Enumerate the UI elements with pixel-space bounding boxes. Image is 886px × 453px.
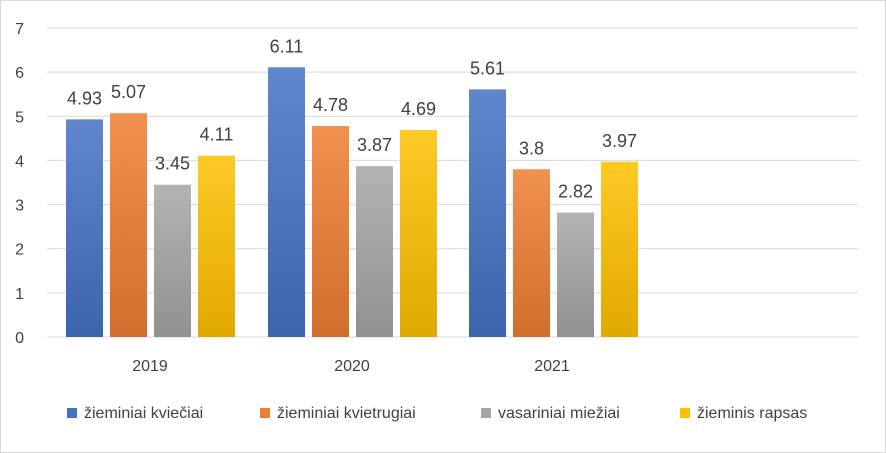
legend-label: žieminiai kviečiai — [84, 405, 203, 422]
bar-2019-series-4 — [198, 155, 235, 337]
data-label: 3.97 — [602, 131, 637, 151]
y-tick-label: 4 — [15, 153, 24, 170]
data-label: 3.45 — [155, 154, 190, 174]
data-labels: 4.93 5.07 3.45 4.11 6.11 4.78 3.87 4.69 5.61 3.8 2… — [67, 36, 637, 201]
legend-swatch — [680, 408, 690, 418]
legend-label: žieminiai kvietrugiai — [277, 405, 416, 422]
x-tick-label: 2020 — [334, 358, 370, 375]
data-label: 4.11 — [200, 125, 234, 145]
legend-label: vasariniai miežiai — [498, 405, 620, 422]
legend-swatch — [67, 408, 77, 418]
bar-2020-series-1 — [268, 67, 305, 337]
x-tick-label: 2019 — [132, 358, 168, 375]
y-tick-label: 3 — [15, 198, 24, 215]
y-axis: 0 1 2 3 4 5 6 7 — [15, 21, 24, 347]
bar-2020-series-3 — [356, 166, 393, 337]
y-tick-label: 1 — [15, 286, 24, 303]
y-tick-label: 5 — [15, 109, 24, 126]
legend-swatch — [260, 408, 270, 418]
y-tick-label: 2 — [15, 242, 24, 259]
bar-2021-series-3 — [557, 212, 594, 337]
data-label: 3.8 — [519, 138, 544, 158]
data-label: 5.07 — [111, 82, 146, 102]
legend-swatch — [481, 408, 491, 418]
y-tick-label: 6 — [15, 65, 24, 82]
bar-2019-series-3 — [154, 184, 191, 337]
data-label: 4.78 — [313, 95, 348, 115]
y-tick-label: 0 — [15, 330, 24, 347]
bar-2019-series-1 — [66, 119, 103, 337]
legend-label: žieminis rapsas — [697, 405, 807, 422]
data-label: 3.87 — [357, 135, 392, 155]
bar-2020-series-4 — [400, 129, 437, 337]
x-axis: 2019 2020 2021 — [132, 358, 570, 375]
data-label: 4.69 — [401, 99, 436, 119]
bar-2020-series-2 — [312, 125, 349, 337]
bar-2021-series-4 — [601, 161, 638, 337]
legend: žieminiai kviečiai žieminiai kvietrugiai v… — [67, 405, 807, 422]
bars — [66, 67, 638, 338]
data-label: 5.61 — [470, 58, 505, 78]
bar-2021-series-1 — [469, 89, 506, 337]
x-tick-label: 2021 — [534, 358, 570, 375]
y-tick-label: 7 — [15, 21, 24, 38]
data-label: 2.82 — [558, 182, 593, 202]
bar-2019-series-2 — [110, 113, 147, 338]
bar-2021-series-2 — [513, 169, 550, 337]
data-label: 6.11 — [270, 36, 304, 56]
data-label: 4.93 — [67, 88, 102, 108]
